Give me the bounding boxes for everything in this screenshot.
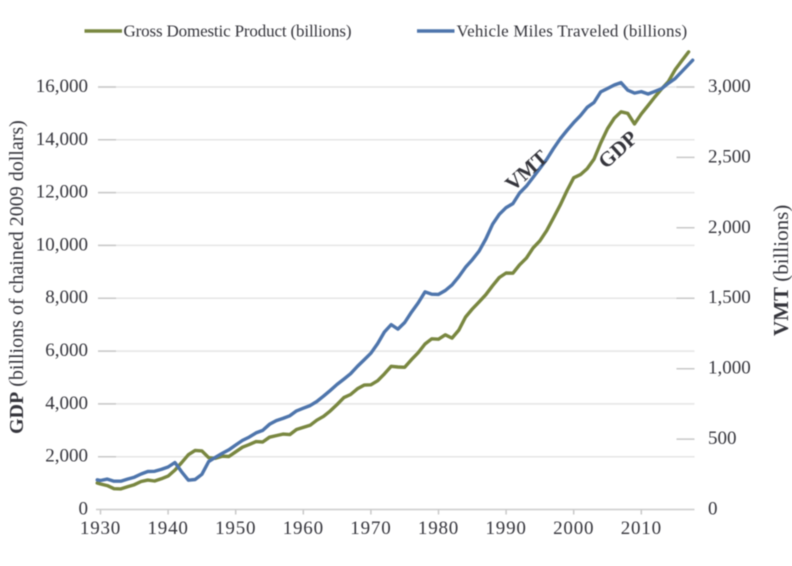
svg-text:Gross Domestic Product (billio: Gross Domestic Product (billions) [124,22,352,41]
svg-text:12,000: 12,000 [36,182,88,203]
svg-text:8,000: 8,000 [45,287,88,308]
svg-text:1940: 1940 [147,518,188,539]
svg-text:14,000: 14,000 [36,129,88,150]
svg-text:4,000: 4,000 [45,393,88,414]
svg-text:6,000: 6,000 [45,340,88,361]
svg-text:VMT (billions): VMT (billions) [769,205,792,336]
svg-text:Vehicle Miles Traveled (billio: Vehicle Miles Traveled (billions) [457,22,688,41]
svg-text:GDP (billions of chained 2009: GDP (billions of chained 2009 dollars) [6,120,28,434]
svg-text:0: 0 [708,499,718,520]
svg-text:1970: 1970 [350,518,391,539]
svg-text:1980: 1980 [418,518,459,539]
svg-text:1,000: 1,000 [708,358,751,379]
svg-text:10,000: 10,000 [36,234,88,255]
svg-text:500: 500 [708,428,737,449]
svg-text:16,000: 16,000 [36,76,88,97]
svg-text:3,000: 3,000 [708,76,751,97]
svg-text:2000: 2000 [553,518,594,539]
svg-text:2010: 2010 [621,518,662,539]
svg-text:2,500: 2,500 [708,146,751,167]
svg-text:1960: 1960 [283,518,324,539]
svg-text:1,500: 1,500 [708,287,751,308]
svg-text:2,000: 2,000 [45,446,88,467]
svg-text:1930: 1930 [80,518,121,539]
svg-text:0: 0 [79,499,89,520]
svg-text:1950: 1950 [215,518,256,539]
svg-text:2,000: 2,000 [708,217,751,238]
svg-text:1990: 1990 [485,518,526,539]
